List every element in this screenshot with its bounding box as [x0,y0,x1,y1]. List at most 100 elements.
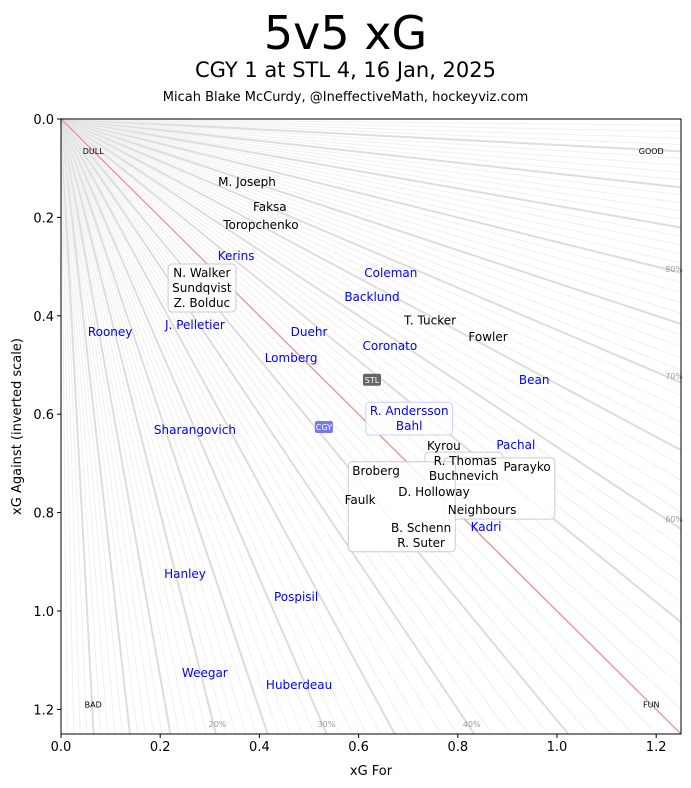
corner-label-fun: FUN [643,700,659,709]
xg-share-line [60,118,634,735]
xg-share-line [60,118,682,513]
team-marker-box [362,373,381,386]
xg-share-line [60,118,493,735]
player-label: Neighbours [448,503,517,517]
x-tick-label: 0.0 [51,740,72,755]
player-label: Duehr [291,325,328,339]
xg-share-line [60,118,682,220]
xg-share-line [60,118,396,735]
xg-share-line [60,118,237,735]
player-label: Sharangovich [154,423,236,437]
xg-share-line [60,118,189,735]
xg-share-line [60,118,549,735]
xg-share-line [60,118,682,153]
chart-credit: Micah Blake McCurdy, @IneffectiveMath, h… [162,90,529,105]
xg-share-line [60,118,682,347]
xg-share-line [60,118,682,146]
xg-share-line [60,118,109,735]
xg-share-line [60,118,682,603]
y-tick-label: 0.8 [33,507,54,522]
xg-share-line [60,118,367,735]
player-label: Pospisil [274,590,318,604]
player-label: Pachal [496,438,535,452]
xg-share-line [60,118,341,735]
xg-share-line [60,118,682,547]
xg-share-line [60,118,476,735]
label-group-box [167,263,237,313]
team-marker-label: STL [365,376,380,385]
xg-share-line [60,118,139,735]
player-label: Lomberg [265,351,318,365]
team-marker-box [314,420,333,433]
xg-share-line [60,118,354,735]
y-tick-label: 0.2 [33,211,54,226]
x-tick-label: 1.0 [547,740,568,755]
player-label: Broberg [352,464,400,478]
player-label: Fowler [468,330,507,344]
xg-share-line [60,118,381,735]
xg-share-line [60,118,682,126]
percent-label: 60% [665,515,683,524]
player-label: Faulk [345,493,376,507]
xg-share-line [60,118,682,325]
xg-share-line [60,118,682,481]
percent-label: 40% [463,720,481,729]
xg-share-line [60,118,682,139]
x-tick-label: 0.2 [150,740,171,755]
xg-share-line [60,118,682,264]
y-tick-label: 0.4 [33,310,54,325]
xg-share-line [60,118,682,584]
player-label: R. Andersson [370,404,449,418]
xg-share-line [60,118,682,423]
chart-title: 5v5 xG [263,6,428,60]
xg-share-line [60,118,116,735]
xg-share-line [60,118,123,735]
xg-share-line [60,118,682,466]
xg-share-line [60,118,682,359]
label-group-box [347,461,456,553]
player-label: R. Suter [397,536,445,550]
xg-share-line [60,118,682,189]
percent-label: 30% [318,720,336,729]
y-tick-label: 0.0 [33,113,54,128]
player-label: T. Tucker [403,314,456,328]
xg-share-line [60,118,682,293]
xg-share-line [60,118,682,237]
player-label: J. Pelletier [164,318,225,332]
corner-label-good: GOOD [639,147,664,156]
plot-frame [60,118,682,735]
xg-share-line [60,118,180,735]
xg-share-line [60,118,658,735]
player-label: Huberdeau [266,678,332,692]
xg-share-line [60,118,682,204]
y-tick-label: 0.6 [33,408,54,423]
xg-share-line [60,118,172,735]
xg-share-line [60,118,682,212]
xg-share-line [60,118,682,336]
xg-share-line [60,118,95,735]
xg-share-line [60,118,458,735]
xg-share-line [60,118,75,735]
y-tick-label: 1.0 [33,605,54,620]
x-tick-label: 1.2 [646,740,667,755]
xg-share-line [60,118,682,371]
xg-share-line [60,118,682,304]
player-label: D. Holloway [398,485,470,499]
player-label: B. Schenn [391,521,451,535]
xg-share-line [60,118,269,735]
xg-share-line [60,118,682,409]
percent-label: 80% [665,265,683,274]
player-label: R. Thomas [434,454,497,468]
player-label: Parayko [503,460,550,474]
xg-share-line [60,118,682,283]
xg-share-line [60,118,682,255]
xg-share-line [60,118,682,133]
xg-share-line [60,118,682,623]
x-tick-label: 0.4 [249,740,270,755]
xg-share-line [60,118,102,735]
xg-share-line [60,118,207,735]
player-label: Bean [519,373,550,387]
team-marker-label: CGY [316,423,332,432]
percent-label: 20% [209,720,227,729]
player-label: Faksa [253,200,287,214]
